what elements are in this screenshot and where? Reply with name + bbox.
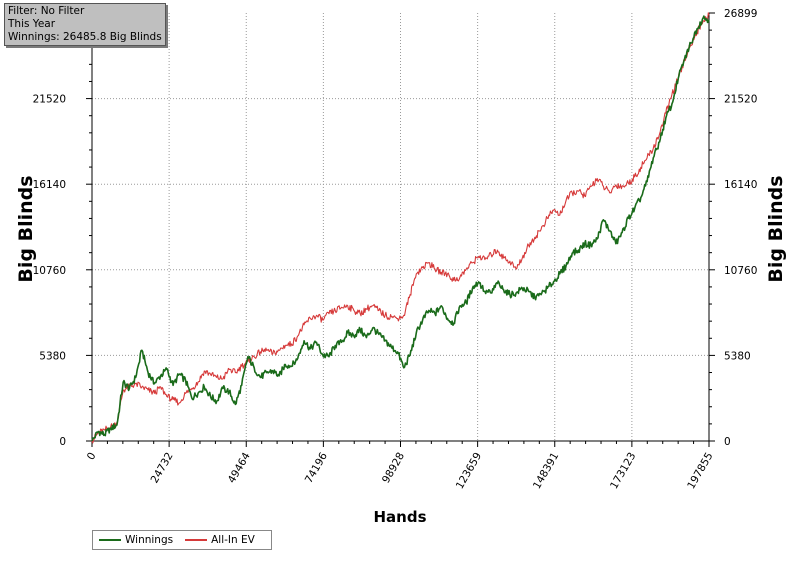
legend-swatch-all-in-ev — [185, 539, 208, 541]
axes — [86, 12, 715, 447]
y-tick-label-right: 21520 — [724, 94, 757, 106]
y-tick-label-left: 0 — [59, 436, 66, 448]
y-axis-title-right: Big Blinds — [765, 175, 787, 282]
x-tick-label: 173123 — [608, 451, 638, 492]
legend-swatch-winnings — [99, 539, 121, 541]
period-text: This Year — [8, 18, 56, 30]
y-tick-label-left: 21520 — [33, 94, 66, 106]
x-tick-label: 197855 — [685, 451, 715, 492]
x-tick-label: 24732 — [149, 451, 176, 486]
y-tick-label-right: 5380 — [724, 350, 751, 362]
y-tick-label-left: 10760 — [33, 265, 66, 277]
legend-item-all-in-ev: All-In EV — [185, 534, 255, 546]
y-axis-title-left: Big Blinds — [15, 175, 37, 282]
y-tick-label-right: 16140 — [724, 179, 757, 191]
legend: Winnings All-In EV — [92, 530, 272, 550]
legend-item-winnings: Winnings — [99, 534, 173, 546]
series-line-all-in-ev — [91, 12, 710, 444]
legend-label-all-in-ev: All-In EV — [211, 534, 255, 546]
x-tick-label: 98928 — [380, 451, 407, 486]
tick-labels: 0 24732 49464 74196 98928 123659 148391 173123 1… — [33, 8, 758, 491]
filter-text: Filter: No Filter — [8, 5, 85, 17]
grid-lines — [92, 13, 709, 441]
y-tick-label-right: 10760 — [724, 265, 757, 277]
y-tick-label-right: 0 — [724, 436, 731, 448]
x-tick-label: 0 — [85, 451, 99, 463]
winnings-text: Winnings: 26485.8 Big Blinds — [8, 31, 162, 43]
y-tick-label-right: 26899 — [724, 8, 757, 20]
y-tick-label-left: 16140 — [33, 179, 66, 191]
legend-label-winnings: Winnings — [125, 534, 174, 546]
x-tick-label: 49464 — [226, 450, 253, 485]
series-layer — [91, 12, 710, 444]
x-tick-label: 148391 — [531, 451, 561, 492]
x-tick-label: 123659 — [454, 451, 484, 492]
y-tick-label-left: 5380 — [39, 350, 66, 362]
series-line-winnings — [91, 15, 710, 442]
filter-info-box: Filter: No Filter This Year Winnings: 26… — [4, 3, 166, 46]
x-tick-label: 74196 — [303, 450, 330, 485]
x-axis-title: Hands — [373, 508, 426, 526]
